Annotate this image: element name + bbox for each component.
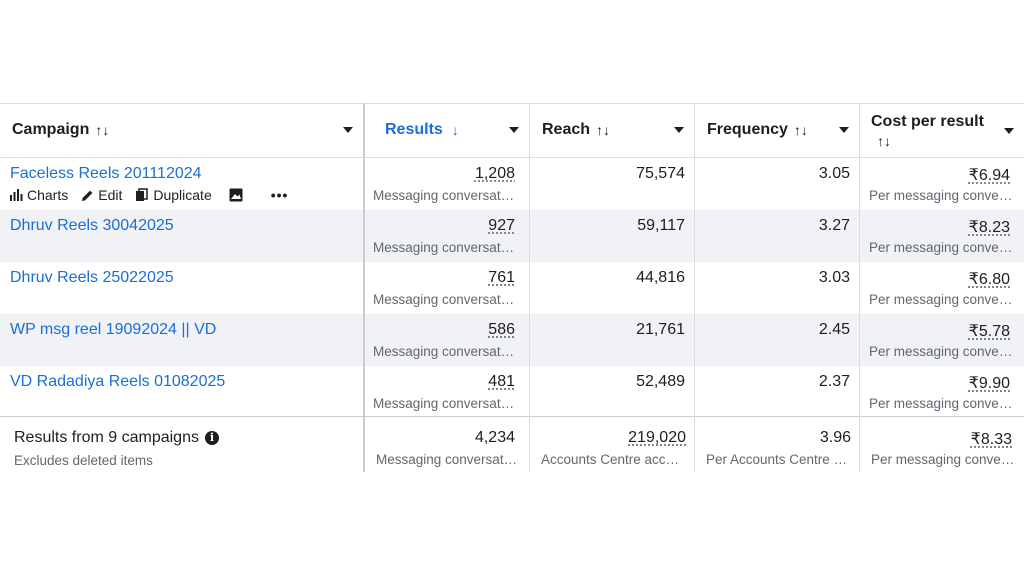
chevron-down-icon[interactable]	[343, 127, 353, 133]
column-divider[interactable]	[529, 103, 530, 472]
pencil-icon	[82, 190, 93, 201]
cost-subtext: Per messaging conve…	[869, 344, 1013, 359]
sort-icon[interactable]: ↑↓	[877, 133, 891, 149]
column-header-reach[interactable]: Reach ↑↓	[530, 103, 694, 157]
table-row[interactable]: VD Radadiya Reels 01082025 481 Messaging…	[0, 366, 1024, 418]
duplicate-label: Duplicate	[153, 187, 212, 203]
row-actions: Charts Edit Duplicate •••	[10, 187, 301, 203]
cost-subtext: Per messaging conve…	[869, 292, 1013, 307]
sort-icon[interactable]: ↑↓	[596, 122, 611, 138]
column-header-cost[interactable]: Cost per result ↑↓	[860, 103, 1024, 157]
results-value[interactable]: 481	[488, 373, 515, 390]
summary-title: Results from 9 campaigns i	[14, 429, 219, 447]
charts-button[interactable]: Charts	[10, 187, 68, 203]
frequency-value: 3.27	[818, 217, 850, 234]
cost-value[interactable]: ₹9.90	[968, 375, 1010, 392]
reach-value: 59,117	[637, 217, 685, 234]
cost-value[interactable]: ₹5.78	[968, 323, 1010, 340]
column-label: Cost per result	[871, 113, 984, 130]
frequency-value: 2.37	[818, 373, 850, 390]
sort-desc-icon[interactable]: ↓	[451, 122, 459, 138]
table-header: Campaign ↑↓ Results ↓ Reach ↑↓ Frequency…	[0, 103, 1024, 157]
duplicate-icon	[136, 188, 149, 201]
reach-value: 21,761	[636, 321, 685, 338]
preview-button[interactable]	[229, 188, 247, 202]
total-frequency-subtext: Per Accounts Centre …	[706, 452, 848, 467]
cost-value[interactable]: ₹8.23	[968, 219, 1010, 236]
cost-value[interactable]: ₹6.94	[968, 167, 1010, 184]
table-row[interactable]: Faceless Reels 201112024 Charts Edit Dup…	[0, 158, 1024, 210]
results-subtext: Messaging conversat…	[373, 240, 515, 255]
results-subtext: Messaging conversat…	[373, 292, 515, 307]
total-frequency-value: 3.96	[819, 429, 851, 446]
column-header-campaign[interactable]: Campaign ↑↓	[0, 103, 363, 157]
summary-title-text: Results from 9 campaigns	[14, 429, 199, 446]
info-icon[interactable]: i	[204, 431, 219, 445]
edit-button[interactable]: Edit	[81, 187, 122, 203]
reach-value: 44,816	[636, 269, 685, 286]
column-label: Campaign	[12, 121, 90, 138]
campaign-name-link[interactable]: Dhruv Reels 30042025	[10, 217, 174, 234]
more-options-icon[interactable]: •••	[270, 187, 289, 203]
chevron-down-icon[interactable]	[839, 127, 849, 133]
cost-subtext: Per messaging conve…	[869, 396, 1013, 411]
results-value[interactable]: 761	[488, 269, 515, 286]
sort-icon[interactable]: ↑↓	[793, 122, 808, 138]
results-subtext: Messaging conversat…	[373, 188, 515, 203]
column-label: Results	[385, 121, 443, 138]
cost-value[interactable]: ₹6.80	[968, 271, 1010, 288]
divider	[0, 157, 1024, 158]
column-divider[interactable]	[694, 103, 695, 472]
campaign-name-link[interactable]: Dhruv Reels 25022025	[10, 269, 174, 286]
reach-value: 52,489	[636, 373, 685, 390]
total-reach-value[interactable]: 219,020	[628, 429, 686, 446]
results-subtext: Messaging conversat…	[373, 396, 515, 411]
chevron-down-icon[interactable]	[509, 127, 519, 133]
total-cost-subtext: Per messaging conve…	[871, 452, 1015, 467]
summary-subtitle: Excludes deleted items	[14, 453, 153, 468]
campaign-name-link[interactable]: Faceless Reels 201112024	[10, 165, 202, 182]
column-divider[interactable]	[363, 103, 365, 472]
footer-divider	[0, 416, 1024, 417]
sort-icon[interactable]: ↑↓	[95, 122, 110, 138]
edit-label: Edit	[98, 187, 123, 203]
column-label: Reach	[542, 121, 591, 138]
bar-chart-icon	[10, 189, 23, 201]
campaign-name-link[interactable]: VD Radadiya Reels 01082025	[10, 373, 226, 390]
cost-subtext: Per messaging conve…	[869, 240, 1013, 255]
results-value[interactable]: 586	[488, 321, 515, 338]
duplicate-button[interactable]: Duplicate	[135, 187, 212, 203]
total-cost-value[interactable]: ₹8.33	[970, 431, 1012, 448]
results-subtext: Messaging conversat…	[373, 344, 515, 359]
campaign-name-link[interactable]: WP msg reel 19092024 || VD	[10, 321, 217, 338]
image-preview-icon	[229, 188, 243, 202]
campaign-table: Campaign ↑↓ Results ↓ Reach ↑↓ Frequency…	[0, 103, 1024, 472]
column-divider[interactable]	[859, 103, 860, 472]
total-results-subtext: Messaging conversat…	[376, 452, 518, 467]
table-row[interactable]: Dhruv Reels 30042025 927 Messaging conve…	[0, 210, 1024, 262]
divider	[0, 103, 1024, 104]
frequency-value: 2.45	[818, 321, 850, 338]
chevron-down-icon[interactable]	[1004, 128, 1014, 134]
results-value[interactable]: 927	[488, 217, 515, 234]
summary-row: Results from 9 campaigns i Excludes dele…	[0, 417, 1024, 472]
column-header-frequency[interactable]: Frequency ↑↓	[695, 103, 859, 157]
table-row[interactable]: Dhruv Reels 25022025 761 Messaging conve…	[0, 262, 1024, 314]
reach-value: 75,574	[636, 165, 685, 182]
total-results-value: 4,234	[474, 429, 515, 446]
total-reach-subtext: Accounts Centre acco…	[541, 452, 686, 467]
results-value[interactable]: 1,208	[474, 165, 515, 182]
frequency-value: 3.03	[818, 269, 850, 286]
column-header-results[interactable]: Results ↓	[364, 103, 529, 157]
charts-label: Charts	[27, 187, 69, 203]
chevron-down-icon[interactable]	[674, 127, 684, 133]
cost-subtext: Per messaging conve…	[869, 188, 1013, 203]
table-row[interactable]: WP msg reel 19092024 || VD 586 Messaging…	[0, 314, 1024, 366]
frequency-value: 3.05	[818, 165, 850, 182]
column-label: Frequency	[707, 121, 788, 138]
